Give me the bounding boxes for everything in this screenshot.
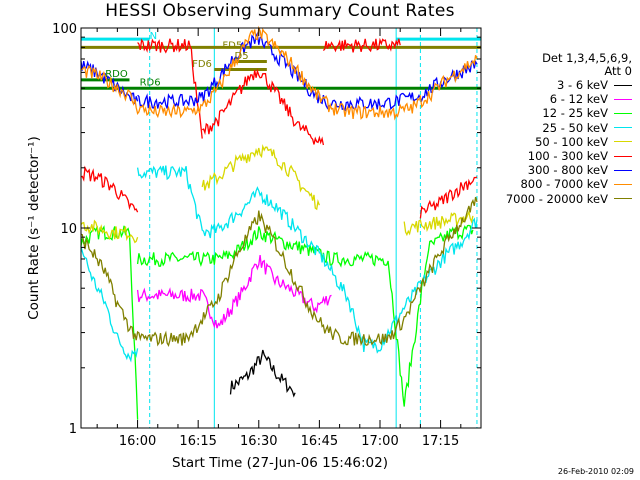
legend-entry-1: 6 - 12 keV [486, 92, 632, 106]
series-2-trace-1 [136, 224, 474, 407]
legend-swatch [614, 98, 632, 100]
series-2-trace-0 [80, 225, 139, 420]
legend-label: 7000 - 20000 keV [505, 191, 608, 206]
series-4-trace-1 [201, 143, 321, 211]
legend-label: 3 - 6 keV [557, 78, 608, 92]
x-tick-label-3: 16:45 [301, 434, 338, 449]
series-3-trace-0 [80, 246, 139, 363]
series-1-trace-0 [136, 255, 332, 329]
legend-header-attenuator: Att 0 [604, 64, 632, 78]
x-tick-label-2: 16:30 [240, 434, 277, 449]
series-5-trace-3 [322, 37, 401, 53]
legend-swatch [614, 113, 632, 114]
y-axis-label: Count Rate (s⁻¹ detector⁻¹) [26, 136, 42, 320]
legend-label: 100 - 300 keV [527, 149, 608, 164]
legend-entry-5: 100 - 300 keV [486, 149, 632, 163]
flag-label-2: D5 [235, 51, 249, 62]
flag-label-0: N [150, 31, 157, 42]
series-5-trace-1 [137, 38, 203, 139]
series-4 [80, 143, 474, 244]
flag-label-4: RDO [105, 69, 128, 80]
series-5-trace-0 [80, 165, 139, 213]
series-6-trace-0 [80, 60, 139, 105]
x-tick-label-4: 17:00 [361, 434, 398, 449]
flag-label-1: FD5 [222, 40, 242, 51]
y-tick-label-2: 100 [52, 22, 77, 37]
legend-entry-6: 300 - 800 keV [486, 163, 632, 177]
legend-swatch [614, 141, 632, 143]
y-tick-label-1: 10 [60, 222, 77, 237]
legend-swatch [614, 127, 632, 129]
series-7-trace-0 [80, 25, 478, 121]
y-tick-label-0: 1 [69, 422, 77, 437]
legend: Det 1,3,4,5,6,9, Att 0 3 - 6 keV 6 - 12 k… [486, 52, 632, 206]
series-5 [80, 37, 478, 219]
x-tick-label-0: 16:00 [119, 434, 156, 449]
legend-entry-2: 12 - 25 keV [486, 106, 632, 120]
x-tick-label-1: 16:15 [179, 434, 216, 449]
series-7 [80, 25, 478, 121]
legend-swatch [614, 184, 632, 186]
legend-entry-8: 7000 - 20000 keV [486, 192, 632, 206]
legend-entry-0: 3 - 6 keV [486, 78, 632, 92]
series-3-trace-1 [136, 165, 478, 354]
series-2 [80, 224, 474, 420]
chart-title: HESSI Observing Summary Count Rates [105, 1, 455, 21]
legend-label: 300 - 800 keV [527, 163, 608, 178]
series-4-trace-0 [80, 219, 139, 244]
legend-swatch [614, 169, 632, 171]
x-axis-label: Start Time (27-Jun-06 15:46:02) [172, 455, 388, 471]
series-8-trace-0 [80, 196, 478, 348]
series-5-trace-2 [201, 68, 325, 146]
legend-header-detectors: Det 1,3,4,5,6,9, [542, 51, 632, 65]
legend-entry-7: 800 - 7000 keV [486, 177, 632, 191]
timestamp: 26-Feb-2010 02:09 [557, 467, 634, 476]
legend-label: 50 - 100 keV [535, 134, 608, 149]
legend-swatch [614, 198, 632, 200]
series-3 [80, 165, 478, 363]
legend-label: 800 - 7000 keV [520, 177, 608, 192]
flag-label-3: FD6 [192, 59, 212, 70]
series-8 [80, 196, 478, 348]
series-0-trace-0 [229, 349, 296, 398]
x-tick-label-5: 17:15 [422, 434, 459, 449]
legend-label: 6 - 12 keV [549, 92, 608, 107]
legend-swatch [614, 84, 632, 86]
series-1 [136, 255, 332, 329]
series-5-trace-4 [419, 176, 478, 219]
series-4-trace-2 [403, 209, 474, 237]
flag-label-5: RD6 [140, 78, 161, 89]
series-0 [229, 349, 296, 398]
legend-swatch [614, 155, 632, 157]
legend-entry-4: 50 - 100 keV [486, 135, 632, 149]
legend-entries: 3 - 6 keV 6 - 12 keV 12 - 25 keV 25 - 50 ke… [486, 78, 632, 206]
legend-label: 12 - 25 keV [542, 106, 608, 121]
legend-label: 25 - 50 keV [542, 120, 608, 135]
legend-entry-3: 25 - 50 keV [486, 121, 632, 135]
